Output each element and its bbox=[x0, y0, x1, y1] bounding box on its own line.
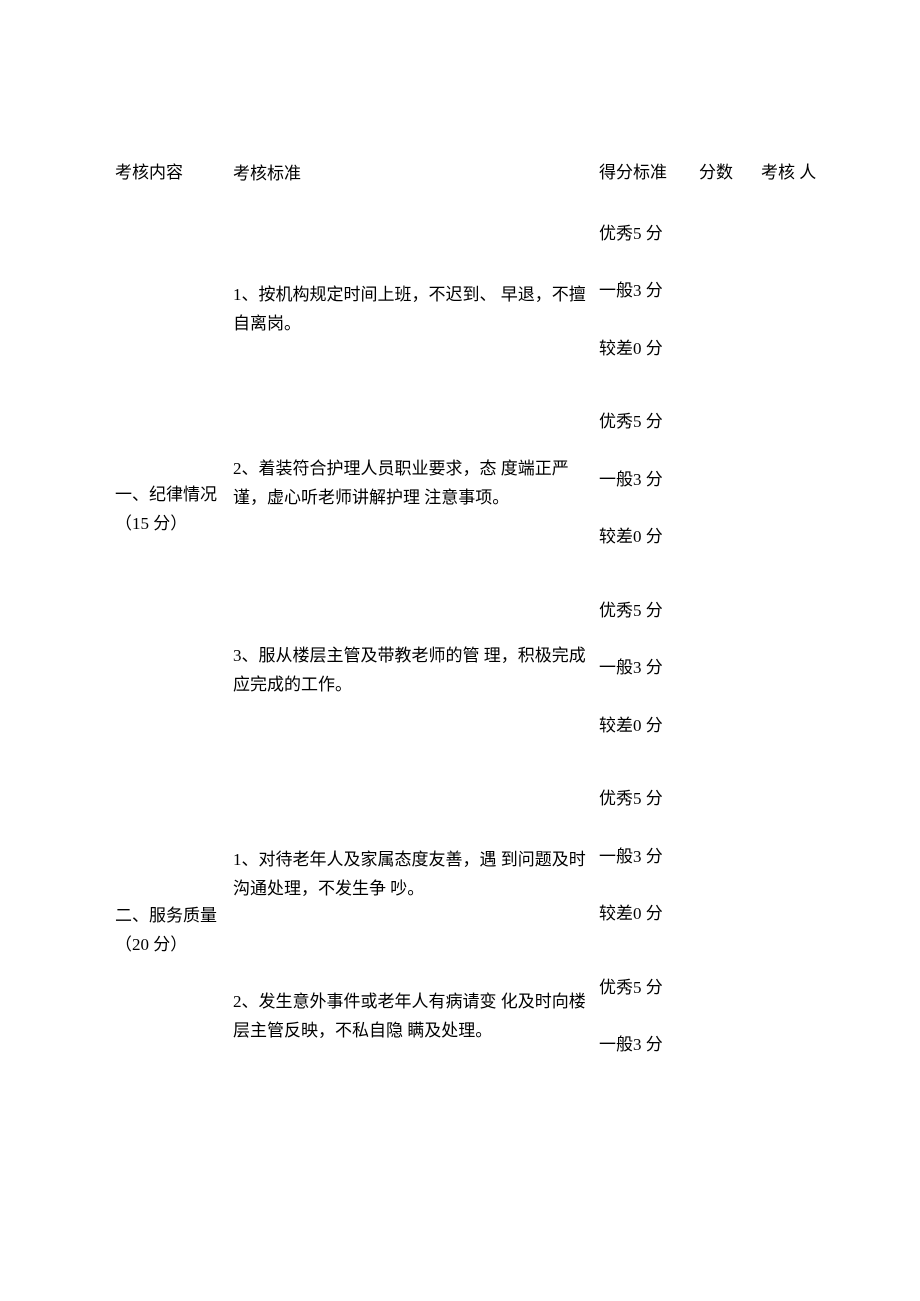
score-excellent: 优秀5 分 bbox=[599, 409, 699, 435]
table-header-row: 考核内容 考核标准 得分标准 分数 考核 人 bbox=[115, 160, 805, 189]
standard-2-1: 1、对待老年人及家属态度友善，遇 到问题及时沟通处理，不发生争 吵。 bbox=[233, 846, 599, 904]
standard-1-3: 3、服从楼层主管及带教老师的管 理，积极完成应完成的工作。 bbox=[233, 642, 599, 700]
section-1: 一、纪律情况 （15 分） 1、按机构规定时间上班，不迟到、 早退，不擅自离岗。… bbox=[115, 221, 805, 739]
score-poor: 较差0 分 bbox=[599, 901, 699, 927]
score-average: 一般3 分 bbox=[599, 655, 699, 681]
score-average: 一般3 分 bbox=[599, 844, 699, 870]
category-2-text: 二、服务质量 （20 分） bbox=[115, 902, 233, 960]
score-excellent: 优秀5 分 bbox=[599, 975, 699, 1001]
header-score-standard: 得分标准 bbox=[599, 160, 699, 186]
standard-1-1: 1、按机构规定时间上班，不迟到、 早退，不擅自离岗。 bbox=[233, 281, 599, 339]
header-score: 分数 bbox=[699, 160, 761, 186]
section-2: 二、服务质量 （20 分） 1、对待老年人及家属态度友善，遇 到问题及时沟通处理… bbox=[115, 786, 805, 1058]
score-poor: 较差0 分 bbox=[599, 524, 699, 550]
standards-2: 1、对待老年人及家属态度友善，遇 到问题及时沟通处理，不发生争 吵。 2、发生意… bbox=[233, 786, 599, 1046]
standards-1: 1、按机构规定时间上班，不迟到、 早退，不擅自离岗。 2、着装符合护理人员职业要… bbox=[233, 221, 599, 700]
score-group-1-2: 优秀5 分 一般3 分 较差0 分 bbox=[599, 409, 699, 550]
header-standard: 考核标准 bbox=[233, 160, 599, 189]
standard-2-2: 2、发生意外事件或老年人有病请变 化及时向楼层主管反映，不私自隐 瞒及处理。 bbox=[233, 988, 599, 1046]
category-1: 一、纪律情况 （15 分） bbox=[115, 221, 233, 539]
evaluation-table: 考核内容 考核标准 得分标准 分数 考核 人 一、纪律情况 （15 分） 1、按… bbox=[115, 160, 805, 1058]
score-excellent: 优秀5 分 bbox=[599, 221, 699, 247]
score-average: 一般3 分 bbox=[599, 1032, 699, 1058]
score-standards-1: 优秀5 分 一般3 分 较差0 分 优秀5 分 一般3 分 较差0 分 优秀5 … bbox=[599, 221, 699, 739]
header-examiner: 考核 人 bbox=[761, 160, 841, 186]
score-group-2-1: 优秀5 分 一般3 分 较差0 分 bbox=[599, 786, 699, 927]
category-1-text: 一、纪律情况 （15 分） bbox=[115, 481, 233, 539]
score-excellent: 优秀5 分 bbox=[599, 598, 699, 624]
score-group-1-3: 优秀5 分 一般3 分 较差0 分 bbox=[599, 598, 699, 739]
score-poor: 较差0 分 bbox=[599, 713, 699, 739]
header-category: 考核内容 bbox=[115, 160, 233, 186]
score-average: 一般3 分 bbox=[599, 467, 699, 493]
score-excellent: 优秀5 分 bbox=[599, 786, 699, 812]
score-average: 一般3 分 bbox=[599, 278, 699, 304]
score-group-2-2: 优秀5 分 一般3 分 bbox=[599, 975, 699, 1058]
standard-1-2: 2、着装符合护理人员职业要求，态 度端正严谨，虚心听老师讲解护理 注意事项。 bbox=[233, 455, 599, 513]
score-group-1-1: 优秀5 分 一般3 分 较差0 分 bbox=[599, 221, 699, 362]
category-2: 二、服务质量 （20 分） bbox=[115, 786, 233, 960]
score-poor: 较差0 分 bbox=[599, 336, 699, 362]
score-standards-2: 优秀5 分 一般3 分 较差0 分 优秀5 分 一般3 分 bbox=[599, 786, 699, 1058]
